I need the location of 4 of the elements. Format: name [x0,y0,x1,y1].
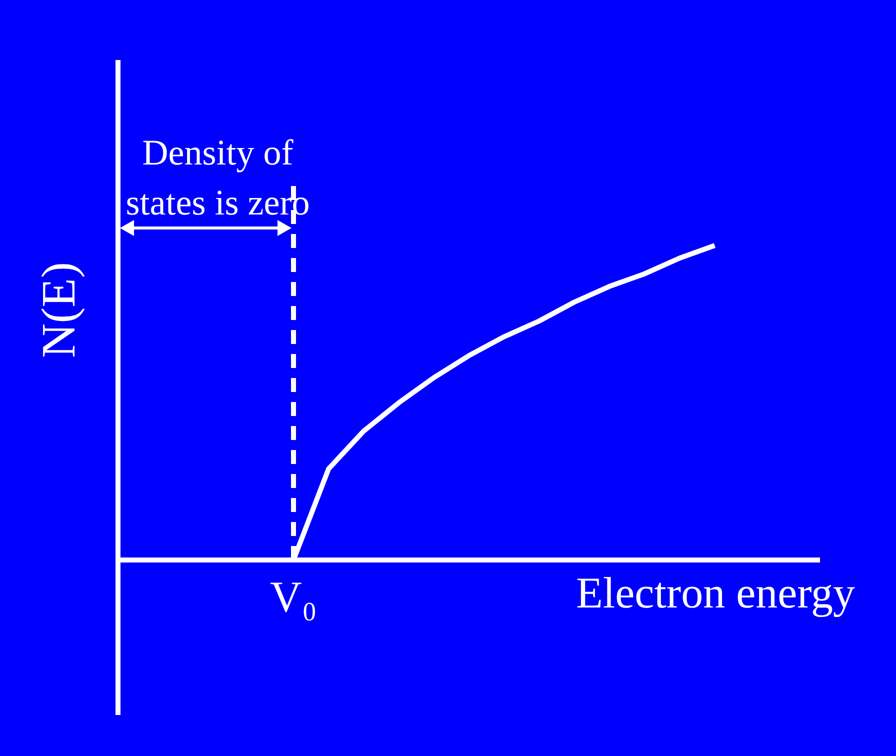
x-axis-title: Electron energy [576,568,855,618]
text: V₀ [270,572,318,622]
text: Density of states is zero [126,132,310,222]
y-axis-title: N(E) [32,262,86,358]
